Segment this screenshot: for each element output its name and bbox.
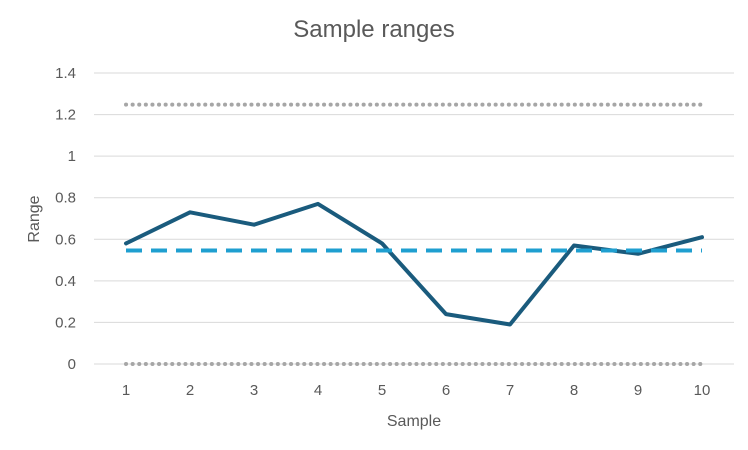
x-axis-ticks: 1 2 3 4 5 6 7 8 9 10 [122, 382, 711, 399]
chart-title: Sample ranges [293, 16, 454, 43]
x-axis-title: Sample [387, 413, 441, 430]
y-axis-ticks: 0 0.2 0.4 0.6 0.8 1 1.2 1.4 [55, 65, 76, 373]
y-tick-label: 1.2 [55, 107, 76, 124]
gridlines [94, 72, 734, 365]
series-group [124, 102, 704, 366]
y-tick-label: 0.4 [55, 273, 76, 290]
x-tick-label: 4 [314, 382, 322, 399]
x-tick-label: 3 [250, 382, 258, 399]
x-tick-label: 8 [570, 382, 578, 399]
y-tick-label: 1.4 [55, 65, 76, 82]
x-tick-label: 7 [506, 382, 514, 399]
x-tick-label: 6 [442, 382, 450, 399]
y-tick-label: 0.2 [55, 314, 76, 331]
series-line-solid [124, 201, 704, 327]
x-tick-label: 9 [634, 382, 642, 399]
x-tick-label: 1 [122, 382, 130, 399]
y-tick-label: 0.6 [55, 231, 76, 248]
x-tick-label: 10 [694, 382, 711, 399]
y-axis-title: Range [26, 195, 43, 242]
y-tick-label: 0.8 [55, 190, 76, 207]
x-tick-label: 5 [378, 382, 386, 399]
y-tick-label: 0 [68, 356, 76, 373]
x-tick-label: 2 [186, 382, 194, 399]
y-tick-label: 1 [68, 148, 76, 165]
